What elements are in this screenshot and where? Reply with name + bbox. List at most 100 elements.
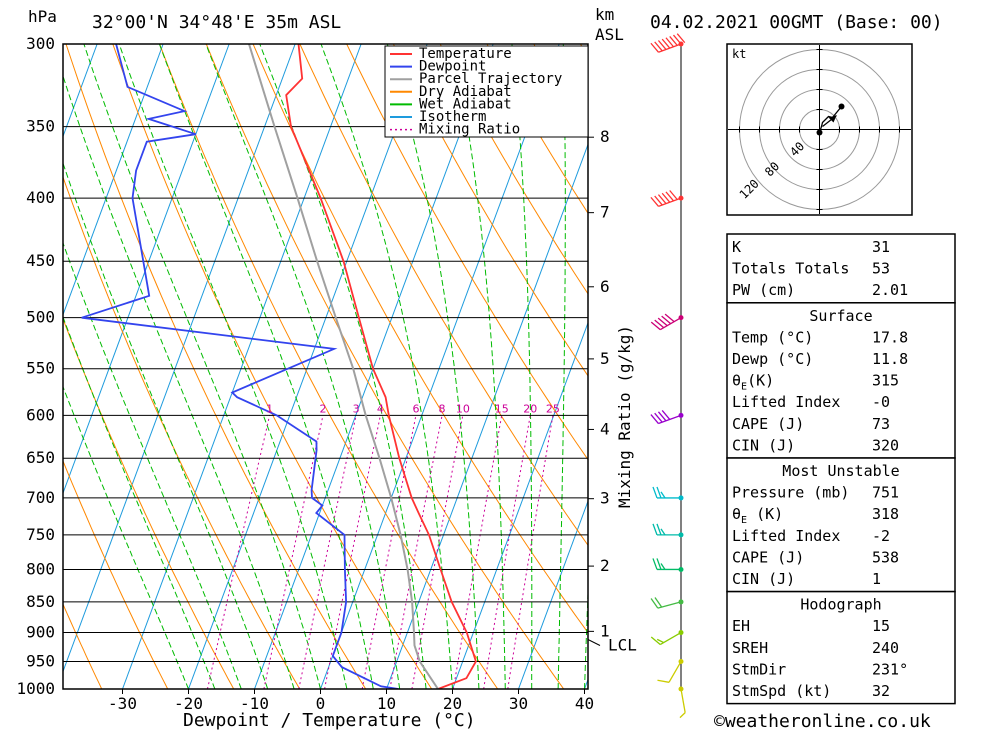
wind-barb-flag: [652, 523, 658, 536]
wind-barb-flag: [650, 321, 661, 331]
wet-adiabat-line: [63, 161, 269, 689]
mixing-ratio-tick-label: 1: [266, 402, 273, 415]
isotherm-line: [386, 142, 588, 689]
lcl-label: LCL: [608, 635, 637, 654]
mixing-ratio-tick-label: 4: [377, 402, 384, 415]
x-tick-label: -30: [108, 694, 137, 713]
wind-barb-flag: [656, 486, 662, 499]
mixing-ratio-tick-label: 3: [353, 402, 360, 415]
legend-label: Isotherm: [419, 109, 486, 125]
x-tick-label: -20: [174, 694, 203, 713]
km-tick-label: 2: [600, 556, 610, 575]
panel-row-value: 231°: [872, 660, 908, 678]
dry-adiabat-line: [159, 44, 499, 689]
x-tick-label: 30: [509, 694, 528, 713]
panel-row-label: StmDir: [732, 660, 786, 678]
pressure-tick-label: 600: [26, 405, 55, 424]
pressure-tick-label: 900: [26, 623, 55, 642]
wind-barb-flag: [656, 638, 664, 644]
dry-adiabat-line: [63, 459, 169, 689]
mixing-ratio-line: [507, 415, 554, 689]
wind-barb-flag: [669, 35, 678, 46]
mixing-ratio-line: [298, 415, 357, 689]
location-title: 32°00'N 34°48'E 35m ASL: [92, 12, 341, 33]
wet-adiabat-line: [63, 74, 295, 689]
dry-adiabat-line: [439, 44, 588, 295]
wind-barb-flag: [650, 598, 659, 609]
isotherm-line: [518, 499, 588, 689]
parcel-trajectory-line: [248, 44, 439, 689]
isotherm-line: [63, 44, 296, 673]
mixing-ratio-line: [263, 415, 324, 689]
wind-barb-flag: [679, 712, 686, 719]
wind-barb-flag: [654, 597, 663, 608]
dry-adiabat-line: [392, 44, 588, 377]
wind-barb-flag: [661, 38, 671, 49]
pressure-tick-label: 700: [26, 488, 55, 507]
hodograph-kt-label: kt: [732, 47, 746, 61]
panel-box: [726, 457, 956, 593]
x-tick-label: 10: [377, 694, 396, 713]
plot-frame: [62, 43, 589, 690]
hpa-unit-label: hPa: [28, 7, 57, 26]
dry-adiabat-line: [63, 175, 301, 689]
panel-row-label: Totals Totals: [732, 260, 849, 278]
km-tick-label: 5: [600, 349, 610, 368]
km-tick-label: 7: [600, 203, 610, 222]
legend-label: Dry Adiabat: [419, 84, 512, 100]
wet-adiabat-line: [158, 44, 374, 689]
dry-adiabat-line: [252, 44, 588, 634]
wind-barb-flag: [665, 191, 674, 202]
pressure-tick-label: 300: [26, 34, 55, 53]
mixing-ratio-tick-label: 8: [439, 402, 446, 415]
sounding-series: [81, 44, 477, 689]
legend-label: Temperature: [419, 46, 512, 62]
wind-barb-flag: [660, 491, 666, 499]
wind-barb-flag: [654, 41, 663, 52]
wet-adiabat-line: [63, 385, 189, 689]
panel-row-label: Pressure (mb): [732, 484, 849, 502]
wind-barb-shaft: [680, 688, 686, 713]
dry-adiabat-line: [63, 602, 103, 689]
wind-barb-flag: [650, 196, 659, 207]
wind-barb-flag: [650, 636, 661, 646]
panel-row-label: Temp (°C): [732, 328, 813, 346]
dry-adiabat-line: [112, 44, 433, 689]
panel-row-label: Dewp (°C): [732, 350, 813, 368]
hodograph-trace: [818, 106, 843, 133]
plot-background-lines: [63, 44, 588, 689]
x-tick-label: 20: [443, 694, 462, 713]
km-tick-label: 1: [600, 621, 610, 640]
wind-barb-flag: [652, 558, 658, 570]
hodograph-end-dot: [838, 103, 845, 110]
dry-adiabat-line: [65, 44, 367, 689]
isotherm-line: [63, 44, 164, 317]
wind-barb-flag: [661, 192, 671, 203]
wet-adiabat-line: [386, 44, 480, 689]
wind-barb-flag: [656, 558, 662, 570]
panel-row-value: 538: [872, 548, 899, 566]
panel-row-value: 320: [872, 436, 899, 454]
wind-barb-flag: [672, 34, 682, 45]
mixing-ratio-tick-label: 20: [523, 402, 537, 415]
isotherm-line: [254, 44, 494, 689]
wet-adiabat-line: [118, 44, 348, 689]
wind-barb-flag: [654, 412, 663, 423]
wind-barb-flag: [656, 523, 662, 536]
mixing-ratio-tick-label: 6: [412, 402, 419, 415]
panel-row-value: 31: [872, 238, 890, 256]
wind-barb-shaft: [668, 661, 682, 683]
km-tick-label: 6: [600, 277, 610, 296]
legend-label: Dewpoint: [419, 59, 486, 75]
copyright-text: ©weatheronline.co.uk: [714, 711, 931, 732]
panel-row-label: CIN (J): [732, 570, 795, 588]
pressure-tick-label: 1000: [16, 679, 55, 698]
wet-adiabat-line: [259, 44, 427, 689]
mixing-ratio-axis-label: Mixing Ratio (g/kg): [615, 325, 634, 508]
x-axis-label: Dewpoint / Temperature (°C): [183, 710, 476, 731]
panel-row-value: 315: [872, 372, 899, 390]
panel-section-title: Hodograph: [800, 596, 881, 614]
pressure-tick-label: 400: [26, 188, 55, 207]
wind-barb-flag: [654, 319, 665, 329]
